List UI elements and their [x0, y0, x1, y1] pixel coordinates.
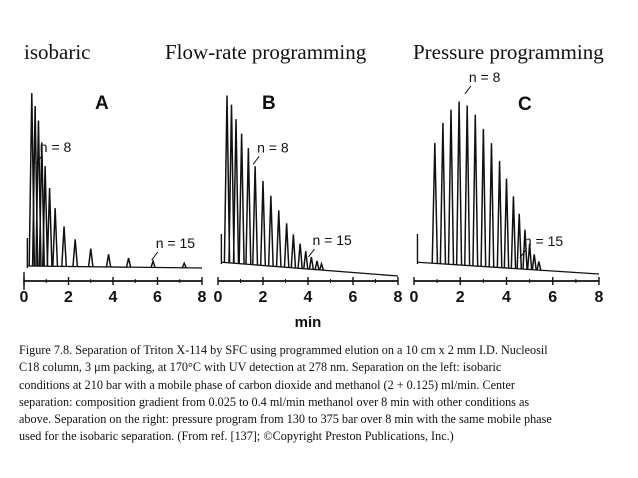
panel-b-peak-3 [232, 119, 240, 264]
panel-c-tick-label-4: 8 [595, 289, 604, 306]
panel-c-letter: C [518, 94, 532, 115]
panel-b-tick-label-1: 2 [259, 289, 268, 306]
panel-b-annotation-pointer-2 [308, 248, 315, 258]
panel-a-annotation-pointer-2 [151, 251, 159, 261]
panel-a-letter: A [95, 93, 109, 114]
panel-a-peak-13 [150, 258, 156, 268]
panel-b-peak-11 [290, 234, 297, 268]
panel-b-peak-9 [275, 210, 282, 267]
panel-b-annotation-1: n = 8 [257, 139, 289, 155]
panel-a-heading: isobaric [24, 40, 91, 64]
caption-line-6: used for the isobaric separation. (From … [19, 429, 454, 444]
panel-c-annotation-2: n = 15 [524, 233, 564, 249]
panel-a-peak-14 [181, 261, 187, 269]
panel-a-annotation-1: n = 8 [40, 139, 72, 155]
panel-c-peak-14 [526, 243, 533, 270]
panel-b-peak-13 [303, 251, 309, 269]
panel-b-peak-16 [318, 261, 325, 271]
panel-b-tick-label-0: 0 [214, 289, 223, 306]
panel-a-peak-5 [41, 166, 49, 267]
panel-a-peak-11 [105, 254, 112, 268]
caption-line-4: separation: composition gradient from 0.… [19, 394, 530, 409]
panel-b-x-axis-label: min [295, 314, 322, 331]
panel-c-peak-9 [496, 160, 503, 268]
panel-a-tick-label-0: 0 [20, 289, 29, 306]
panel-a-peak-10 [87, 248, 94, 267]
panel-b-peak-12 [297, 243, 303, 269]
panel-a-tick-label-2: 4 [109, 289, 118, 306]
panel-c-peak-11 [510, 196, 517, 269]
panel-b-peak-8 [267, 195, 274, 267]
panel-c-peak-2 [439, 122, 447, 264]
panel-b-tick-label-2: 4 [304, 289, 313, 306]
panel-b-peak-1 [223, 95, 231, 263]
panel-b-peak-10 [283, 223, 290, 268]
panel-c-peak-5 [464, 105, 471, 266]
panel-c-annotation-pointer-2 [519, 249, 527, 259]
panel-a-tick-label-3: 6 [153, 289, 162, 306]
panel-a-peak-8 [61, 226, 68, 267]
panel-c-peak-8 [488, 143, 495, 268]
panel-a-peak-12 [125, 257, 132, 268]
panel-c-tick-label-3: 6 [548, 289, 557, 306]
panel-c-tick-label-2: 4 [502, 289, 511, 306]
panel-c-tick-label-0: 0 [410, 289, 419, 306]
panel-b-heading: Flow-rate programming [165, 40, 367, 64]
panel-b-peak-2 [228, 104, 235, 264]
panel-c-peak-10 [503, 178, 510, 269]
panel-a-tick-label-1: 2 [64, 289, 73, 306]
caption-line-5: above. Separation on the right: pressure… [19, 412, 552, 427]
panel-c-peak-4 [455, 101, 463, 265]
panel-b-peak-5 [245, 148, 252, 265]
panel-a-annotation-pointer-1 [35, 155, 43, 165]
panel-c-peak-7 [480, 128, 487, 267]
panel-b-peak-15 [314, 260, 320, 270]
panel-c-peak-16 [536, 261, 542, 271]
caption-line-2: C18 column, 3 μm packing, at 170°C with … [19, 360, 502, 375]
panel-b-letter: B [262, 93, 276, 114]
panel-a-peak-7 [52, 208, 59, 267]
panel-b-annotation-pointer-1 [252, 156, 260, 165]
panel-c-peak-12 [516, 213, 523, 269]
panel-a-annotation-2: n = 15 [156, 235, 196, 251]
panel-b-peak-14 [308, 256, 315, 270]
chromatogram-figure: n = 8 n = 15 A 0 2 4 6 8 n = 8 n = 15 B 0 2 4 6 8 min n =… [20, 69, 604, 331]
panel-a-baseline [27, 265, 203, 269]
caption-line-3: conditions at 210 bar with a mobile phas… [19, 377, 515, 392]
panel-b-tick-label-4: 8 [394, 289, 403, 306]
caption-line-1: Figure 7.8. Separation of Triton X-114 b… [19, 343, 548, 357]
panel-a-peak-6 [46, 188, 53, 267]
panel-c-peak-3 [447, 109, 455, 265]
panel-b-tick-label-3: 6 [349, 289, 358, 306]
panel-c-peak-6 [472, 114, 479, 266]
panel-c-peak-13 [522, 229, 528, 270]
panel-c-tick-label-1: 2 [456, 289, 465, 306]
panel-c-annotation-1: n = 8 [469, 69, 501, 85]
panel-a-tick-label-4: 8 [198, 289, 207, 306]
panel-b-peak-7 [259, 180, 267, 266]
figure-caption: Figure 7.8. Separation of Triton X-114 b… [19, 342, 622, 446]
panel-c-annotation-pointer-1 [464, 85, 472, 95]
panel-c-baseline [417, 261, 600, 275]
panel-b-peak-4 [238, 133, 245, 264]
panel-c-heading: Pressure programming [413, 40, 604, 64]
panel-b-annotation-2: n = 15 [313, 232, 353, 248]
panel-a-peak-9 [72, 239, 79, 267]
panel-b-peak-6 [252, 166, 259, 265]
panel-c-peak-1 [431, 142, 439, 264]
panel-c-peak-15 [531, 254, 537, 270]
